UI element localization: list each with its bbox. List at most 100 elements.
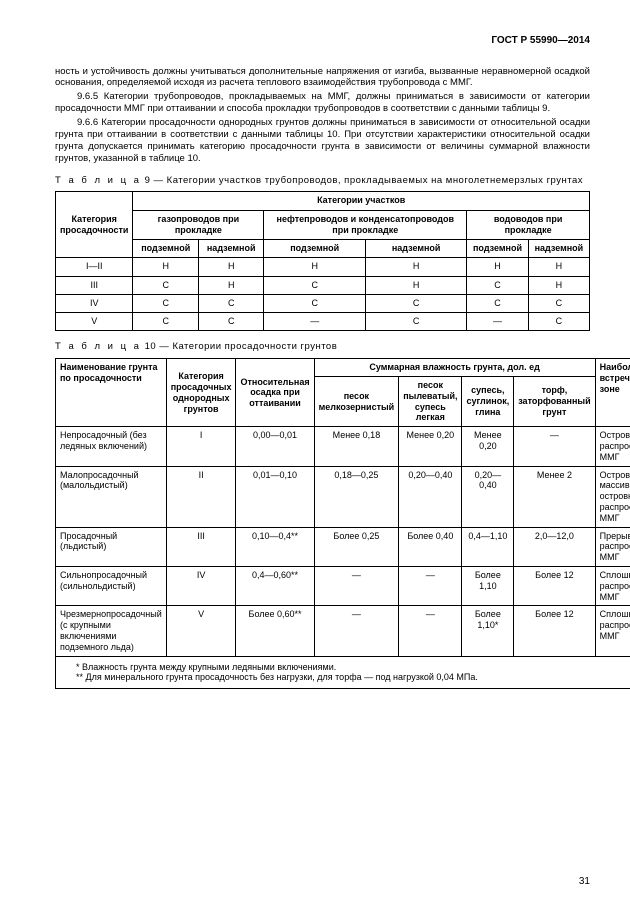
- table-cell: Сплошного распространения ММГ: [595, 567, 630, 606]
- t9-h-above: надземной: [366, 240, 467, 258]
- t10-h-cat: Категория просадочных однородных грунтов: [166, 359, 236, 427]
- table-cell: 0,18—0,25: [314, 466, 399, 527]
- table-cell: С: [264, 294, 366, 312]
- table-cell: V: [56, 313, 133, 331]
- table-row: Непросадочный (без ледяных включений)I0,…: [56, 427, 630, 466]
- table-cell: С: [133, 276, 199, 294]
- t10-footnotes: * Влажность грунта между крупными ледяны…: [56, 656, 630, 689]
- table-cell: С: [467, 276, 529, 294]
- page-number: 31: [579, 876, 590, 889]
- paragraph-965: 9.6.5 Категории трубопроводов, прокладыв…: [55, 91, 590, 115]
- table-cell: С: [133, 313, 199, 331]
- table-cell: —: [264, 313, 366, 331]
- table-cell: Н: [366, 258, 467, 276]
- footnote-2: ** Для минерального грунта просадочность…: [62, 672, 630, 683]
- table-cell: —: [467, 313, 529, 331]
- table-cell: —: [399, 567, 462, 606]
- table-row: IIIСНСНСН: [56, 276, 590, 294]
- table-cell: IV: [56, 294, 133, 312]
- table-cell: V: [166, 606, 236, 656]
- document-header: ГОСТ Р 55990—2014: [55, 35, 590, 48]
- table-cell: Малопросадочный (малольдистый): [56, 466, 167, 527]
- table-cell: I—II: [56, 258, 133, 276]
- table-cell: С: [366, 313, 467, 331]
- table-cell: С: [467, 294, 529, 312]
- table-cell: —: [314, 567, 399, 606]
- table-row: Малопросадочный (малольдистый)II0,01—0,1…: [56, 466, 630, 527]
- t10-h-moisture: Суммарная влажность грунта, дол. ед: [314, 359, 595, 377]
- t9-h-under: подземной: [133, 240, 199, 258]
- table-cell: Н: [199, 276, 264, 294]
- table-cell: Н: [528, 276, 589, 294]
- table-cell: III: [56, 276, 133, 294]
- table-cell: Чрезмернопросадочный (с крупными включен…: [56, 606, 167, 656]
- table-cell: Н: [366, 276, 467, 294]
- table-cell: Просадочный (льдистый): [56, 527, 167, 566]
- footnote-1: * Влажность грунта между крупными ледяны…: [62, 662, 630, 673]
- table-cell: С: [366, 294, 467, 312]
- table-cell: С: [199, 294, 264, 312]
- table-cell: Более 12: [514, 606, 595, 656]
- table-cell: Более 1,10: [462, 567, 514, 606]
- table-9: Категория просадочности Категории участк…: [55, 191, 590, 331]
- table-cell: Более 0,40: [399, 527, 462, 566]
- table-cell: 0,00—0,01: [236, 427, 314, 466]
- table-cell: Непросадочный (без ледяных включений): [56, 427, 167, 466]
- table-cell: —: [399, 606, 462, 656]
- table-cell: Менее 0,20: [462, 427, 514, 466]
- t10-h-name: Наименование грунта по просадочности: [56, 359, 167, 427]
- t10-h-peat: торф, заторфованный грунт: [514, 377, 595, 427]
- t9-h-water: водоводов при прокладке: [467, 210, 590, 240]
- t9-h-above: надземной: [199, 240, 264, 258]
- caption-label: Т а б л и ц а: [55, 341, 141, 352]
- table-row: Просадочный (льдистый)III0,10—0,4**Более…: [56, 527, 630, 566]
- table-row: Чрезмернопросадочный (с крупными включен…: [56, 606, 630, 656]
- t10-h-sand2: песок пылеватый, супесь легкая: [399, 377, 462, 427]
- table-cell: Н: [528, 258, 589, 276]
- table-cell: Более 0,25: [314, 527, 399, 566]
- table-cell: Островного распространения ММГ: [595, 427, 630, 466]
- t9-h-above: надземной: [528, 240, 589, 258]
- table-cell: Менее 0,18: [314, 427, 399, 466]
- table-cell: Островного и массивно-островного распрос…: [595, 466, 630, 527]
- table-cell: 2,0—12,0: [514, 527, 595, 566]
- table-cell: С: [199, 313, 264, 331]
- t10-h-rel: Относительная осадка при оттаивании: [236, 359, 314, 427]
- table-cell: С: [528, 294, 589, 312]
- table-cell: 0,01—0,10: [236, 466, 314, 527]
- t9-h-sections: Категории участков: [133, 192, 590, 210]
- table-cell: Н: [133, 258, 199, 276]
- table-row: Сильнопросадочный (сильнольдистый)IV0,4—…: [56, 567, 630, 606]
- table-row: IVСССССС: [56, 294, 590, 312]
- table-cell: Н: [199, 258, 264, 276]
- table-cell: 0,4—0,60**: [236, 567, 314, 606]
- table-cell: Менее 0,20: [399, 427, 462, 466]
- table-cell: Н: [467, 258, 529, 276]
- t9-h-under: подземной: [467, 240, 529, 258]
- table-10: Наименование грунта по просадочности Кат…: [55, 358, 630, 689]
- table-cell: Более 1,10*: [462, 606, 514, 656]
- table10-caption: Т а б л и ц а 10 — Категории просадочнос…: [55, 341, 590, 353]
- table-cell: Менее 2: [514, 466, 595, 527]
- table-cell: —: [314, 606, 399, 656]
- table-cell: III: [166, 527, 236, 566]
- table-cell: С: [528, 313, 589, 331]
- t9-h-under: подземной: [264, 240, 366, 258]
- t10-h-zone: Наиболее часто встречается в зоне: [595, 359, 630, 427]
- table-cell: Более 12: [514, 567, 595, 606]
- table-cell: I: [166, 427, 236, 466]
- table-cell: 0,20—0,40: [399, 466, 462, 527]
- table9-caption: Т а б л и ц а 9 — Категории участков тру…: [55, 175, 590, 187]
- table-cell: С: [133, 294, 199, 312]
- paragraph-966: 9.6.6 Категории просадочности однородных…: [55, 117, 590, 165]
- table-cell: Сильнопросадочный (сильнольдистый): [56, 567, 167, 606]
- caption-label: Т а б л и ц а: [55, 175, 141, 186]
- table-cell: Сплошного распространения ММГ: [595, 606, 630, 656]
- caption-rest: — Категории просадочности грунтов: [156, 341, 337, 352]
- paragraph-continuation: ность и устойчивость должны учитываться …: [55, 66, 590, 90]
- caption-num: 10: [145, 341, 157, 352]
- t10-h-loam: супесь, суглинок, глина: [462, 377, 514, 427]
- table-cell: II: [166, 466, 236, 527]
- t10-h-sand1: песок мелкозернистый: [314, 377, 399, 427]
- t9-h-category: Категория просадочности: [56, 192, 133, 258]
